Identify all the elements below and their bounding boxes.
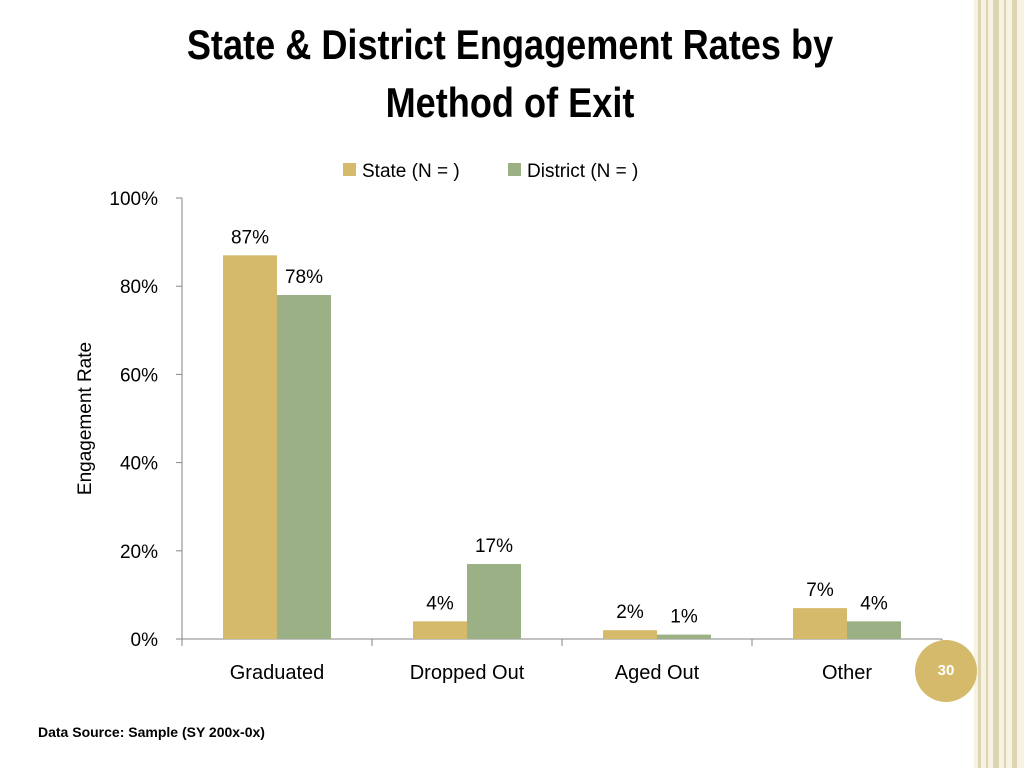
decorative-border: [974, 0, 1024, 768]
y-tick-label: 0%: [131, 630, 159, 651]
data-label: 1%: [670, 607, 698, 628]
y-tick-label: 60%: [120, 365, 158, 386]
y-tick-label: 100%: [109, 189, 158, 210]
data-source-note: Data Source: Sample (SY 200x-0x): [38, 724, 265, 740]
border-stripe: [986, 0, 988, 768]
border-stripe: [1004, 0, 1006, 768]
bar-state: [793, 608, 847, 639]
y-tick-label: 80%: [120, 277, 158, 298]
data-label: 4%: [860, 593, 888, 614]
bar-state: [413, 621, 467, 639]
page-number-badge: 30: [915, 640, 977, 702]
x-tick-label: Graduated: [230, 662, 325, 684]
legend-label: State (N = ): [362, 161, 460, 182]
data-label: 17%: [475, 536, 513, 557]
x-tick-label: Dropped Out: [410, 662, 525, 684]
data-label: 78%: [285, 267, 323, 288]
x-tick-label: Aged Out: [615, 662, 700, 684]
border-stripe: [978, 0, 981, 768]
bar-district: [847, 621, 901, 639]
data-label: 87%: [231, 227, 269, 248]
bar-district: [277, 295, 331, 639]
legend-swatch: [343, 163, 356, 176]
y-tick-label: 20%: [120, 542, 158, 563]
border-stripe: [993, 0, 999, 768]
slide-title: State & District Engagement Rates by Met…: [186, 21, 834, 126]
data-label: 2%: [616, 602, 644, 623]
y-tick-label: 40%: [120, 454, 158, 475]
legend-swatch: [508, 163, 521, 176]
data-label: 7%: [806, 580, 834, 601]
data-label: 4%: [426, 593, 454, 614]
bar-state: [223, 255, 277, 639]
x-tick-label: Other: [822, 662, 872, 684]
bar-state: [603, 630, 657, 639]
y-axis-title: Engagement Rate: [75, 342, 96, 495]
bar-district: [657, 634, 711, 639]
legend-label: District (N = ): [527, 161, 638, 182]
bar-district: [467, 564, 521, 639]
border-stripe: [1012, 0, 1017, 768]
